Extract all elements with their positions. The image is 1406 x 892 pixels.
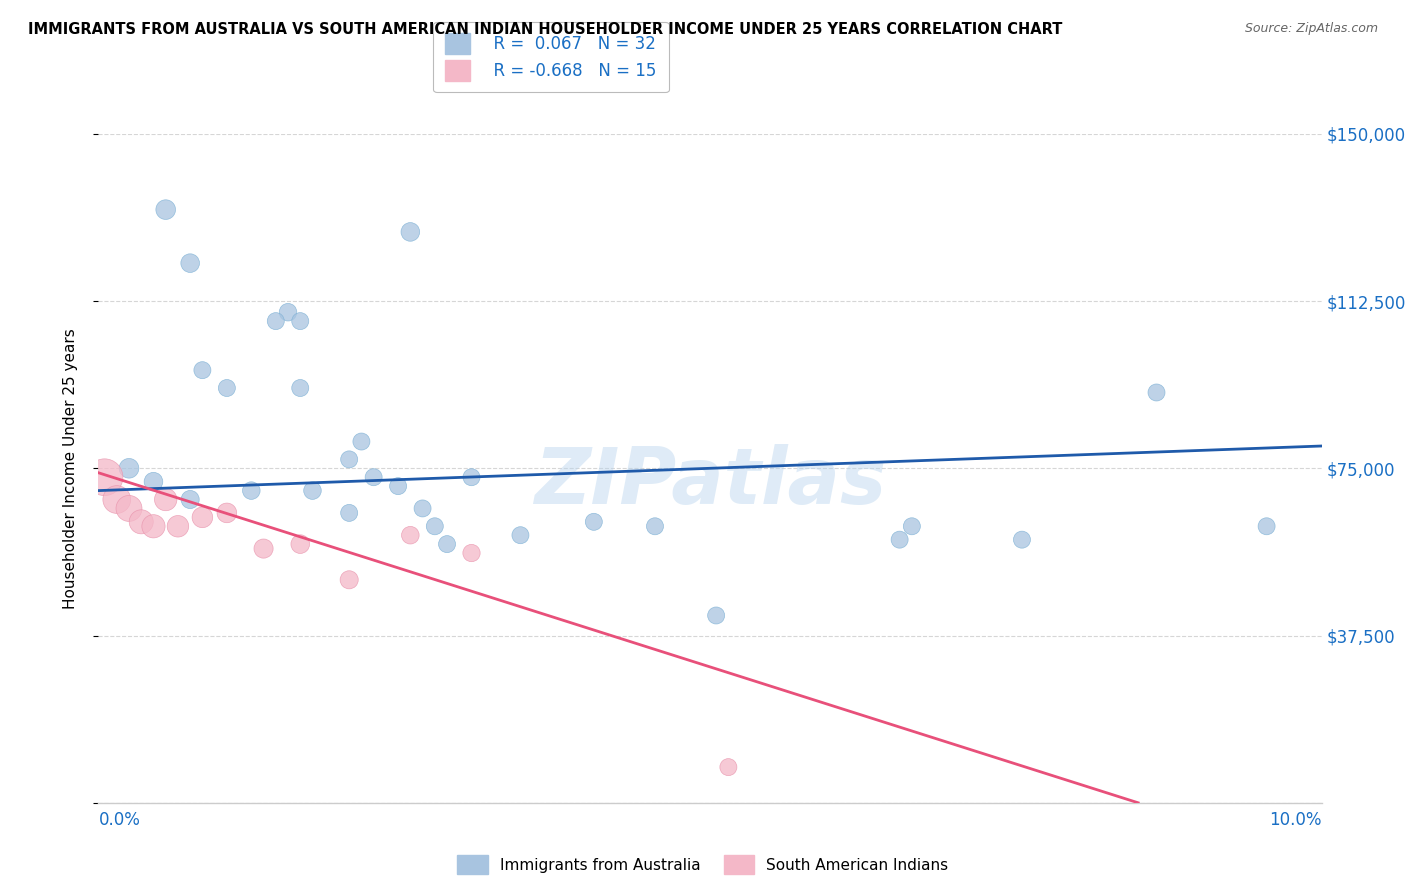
Legend:   R =  0.067   N = 32,   R = -0.668   N = 15: R = 0.067 N = 32, R = -0.668 N = 15	[433, 21, 668, 93]
Point	[350, 434, 373, 449]
Point	[129, 515, 152, 529]
Point	[509, 528, 531, 542]
Point	[142, 475, 165, 489]
Legend: Immigrants from Australia, South American Indians: Immigrants from Australia, South America…	[451, 849, 955, 880]
Text: 0.0%: 0.0%	[98, 811, 141, 829]
Text: IMMIGRANTS FROM AUSTRALIA VS SOUTH AMERICAN INDIAN HOUSEHOLDER INCOME UNDER 25 Y: IMMIGRANTS FROM AUSTRALIA VS SOUTH AMERI…	[28, 22, 1063, 37]
Point	[387, 479, 409, 493]
Point	[889, 533, 911, 547]
Point	[264, 314, 287, 328]
Point	[460, 470, 482, 484]
Point	[363, 470, 385, 484]
Point	[290, 537, 312, 551]
Point	[1256, 519, 1278, 533]
Point	[412, 501, 434, 516]
Point	[290, 314, 312, 328]
Point	[277, 305, 299, 319]
Point	[179, 256, 201, 270]
Point	[901, 519, 924, 533]
Point	[704, 608, 727, 623]
Point	[215, 506, 238, 520]
Point	[644, 519, 666, 533]
Point	[337, 506, 360, 520]
Point	[191, 510, 214, 524]
Point	[179, 492, 201, 507]
Point	[337, 573, 360, 587]
Point	[717, 760, 740, 774]
Point	[1146, 385, 1168, 400]
Point	[1011, 533, 1033, 547]
Point	[460, 546, 482, 560]
Y-axis label: Householder Income Under 25 years: Householder Income Under 25 years	[63, 328, 77, 608]
Point	[301, 483, 323, 498]
Point	[167, 519, 190, 533]
Point	[252, 541, 274, 556]
Point	[399, 528, 422, 542]
Point	[240, 483, 263, 498]
Point	[105, 492, 128, 507]
Point	[191, 363, 214, 377]
Point	[118, 461, 141, 475]
Point	[436, 537, 458, 551]
Point	[399, 225, 422, 239]
Point	[93, 470, 115, 484]
Text: ZIPatlas: ZIPatlas	[534, 443, 886, 520]
Text: Source: ZipAtlas.com: Source: ZipAtlas.com	[1244, 22, 1378, 36]
Point	[155, 492, 177, 507]
Point	[155, 202, 177, 217]
Point	[423, 519, 446, 533]
Point	[582, 515, 605, 529]
Point	[215, 381, 238, 395]
Text: 10.0%: 10.0%	[1270, 811, 1322, 829]
Point	[290, 381, 312, 395]
Point	[142, 519, 165, 533]
Point	[118, 501, 141, 516]
Point	[337, 452, 360, 467]
